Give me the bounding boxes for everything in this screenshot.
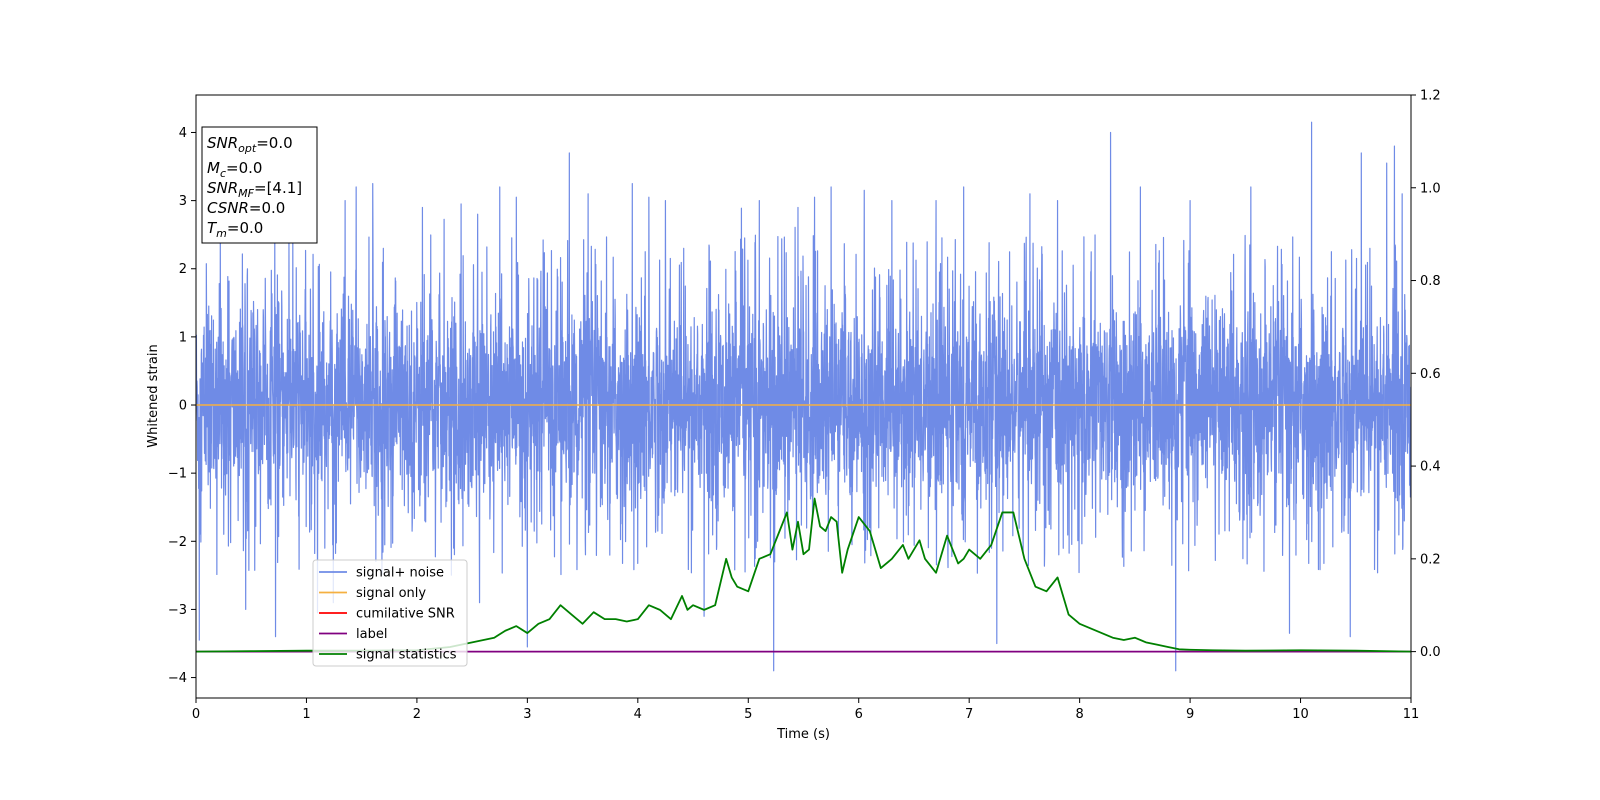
y2-tick-label: 1.2 xyxy=(1420,89,1441,104)
legend: signal+ noise signal only cumilative SNR la… xyxy=(312,559,468,667)
info-line: Tm=0.0 xyxy=(207,219,263,240)
legend-label: signal statistics xyxy=(356,648,457,663)
x-axis-label: Time (s) xyxy=(776,727,830,742)
x-tick-label: 2 xyxy=(413,707,421,722)
legend-label: signal only xyxy=(356,586,426,601)
legend-label: signal+ noise xyxy=(356,566,444,581)
legend-label: label xyxy=(356,627,387,642)
y-tick-label: 1 xyxy=(179,330,187,345)
y2-tick-label: 1.0 xyxy=(1420,181,1441,196)
x-tick-label: 11 xyxy=(1403,707,1420,722)
x-tick-label: 4 xyxy=(634,707,642,722)
y-tick-label: −2 xyxy=(168,535,187,550)
y2-tick-label: 0.8 xyxy=(1420,274,1441,289)
series-signal-statistics xyxy=(196,497,1411,653)
x-tick-label: 8 xyxy=(1075,707,1083,722)
info-line: Mc=0.0 xyxy=(207,159,262,180)
y2-tick-label: 0.6 xyxy=(1420,367,1441,382)
info-line: CSNR=0.0 xyxy=(207,199,285,217)
info-line: SNRMF=[4.1] xyxy=(207,179,302,200)
y-tick-label: 3 xyxy=(179,194,187,209)
x-tick-label: 7 xyxy=(965,707,973,722)
x-tick-label: 3 xyxy=(523,707,531,722)
x-tick-label: 6 xyxy=(855,707,863,722)
x-tick-label: 1 xyxy=(302,707,310,722)
y2-tick-label: 0.2 xyxy=(1420,552,1441,567)
x-tick-label: 0 xyxy=(192,707,200,722)
axes: 0 1 2 3 4 5 6 7 8 9 10 11 −4 −3 −2 −1 0 1 2 3 4 0.0 0.2 0.4 0.6 0… xyxy=(168,89,1441,723)
legend-frame xyxy=(312,559,468,667)
plot-frame xyxy=(195,94,1412,699)
x-tick-label: 9 xyxy=(1186,707,1194,722)
x-tick-label: 5 xyxy=(744,707,752,722)
y-tick-label: −3 xyxy=(168,603,187,618)
legend-label: cumilative SNR xyxy=(356,607,455,622)
y2-tick-label: 0.0 xyxy=(1420,645,1441,660)
info-box-frame xyxy=(201,126,318,244)
y-tick-label: 4 xyxy=(179,126,187,141)
y-tick-label: 2 xyxy=(179,262,187,277)
info-line: SNRopt=0.0 xyxy=(207,134,293,155)
y-tick-label: −1 xyxy=(168,467,187,482)
y-tick-label: 0 xyxy=(179,399,187,414)
y-axis-label: Whitened strain xyxy=(146,344,161,447)
x-tick-label: 10 xyxy=(1292,707,1309,722)
y2-tick-label: 0.4 xyxy=(1420,460,1441,475)
y-tick-label: −4 xyxy=(168,671,187,686)
series-signal-noise xyxy=(196,121,1411,672)
